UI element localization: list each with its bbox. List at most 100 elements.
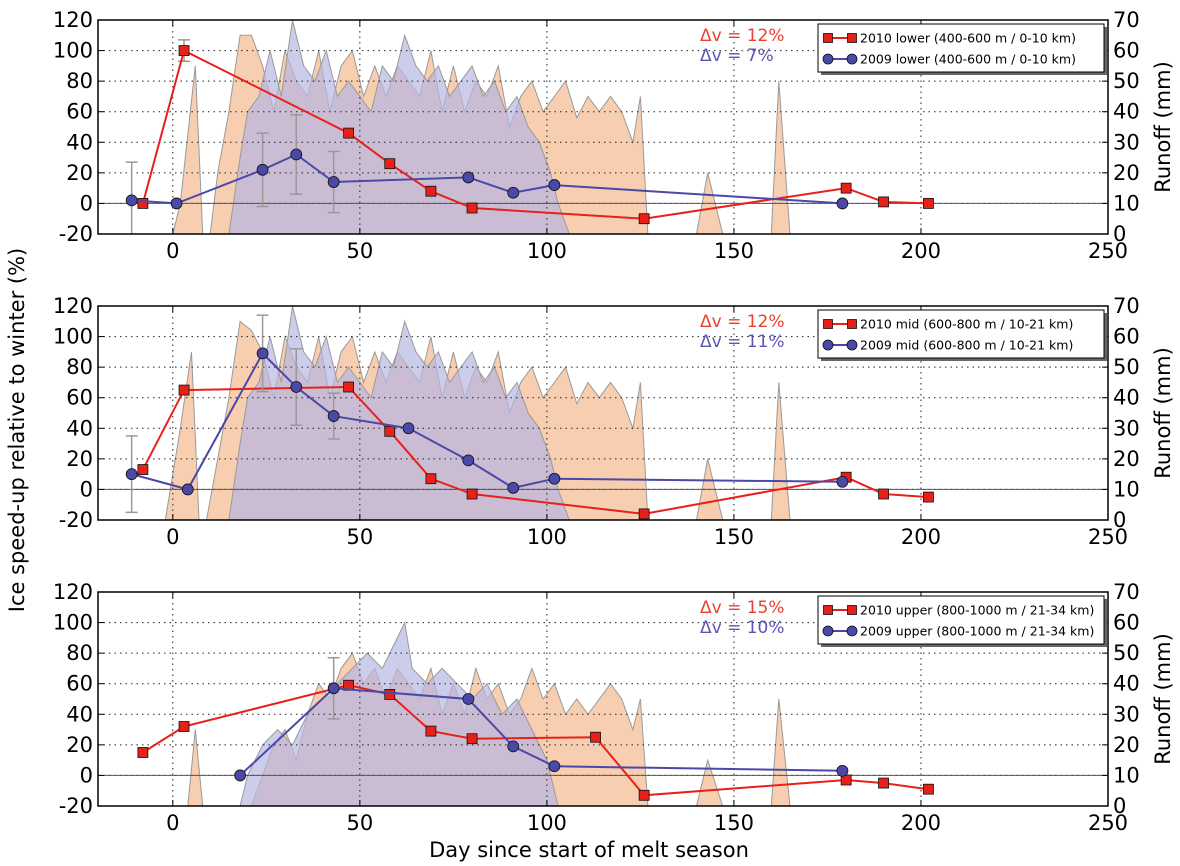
data-point-2010 [425, 473, 437, 485]
y2-tick-label: 10 [1113, 477, 1140, 501]
legend-marker-2010 [847, 319, 857, 329]
plot-frame [97, 591, 1109, 807]
data-point-2009 [507, 740, 520, 753]
y-tick-label: 20 [66, 161, 93, 185]
x-tick-label: 50 [346, 525, 373, 549]
y-tick-label: 60 [66, 672, 93, 696]
data-point-2010 [638, 213, 650, 225]
data-point-2010 [384, 689, 396, 700]
y2-tick-label: 70 [1113, 294, 1140, 318]
legend [817, 309, 1105, 359]
y2-axis-title: Runoff (mm) [1151, 347, 1175, 479]
y-tick-label: 100 [53, 611, 93, 635]
runoff-area-2009 [228, 20, 570, 234]
delta-v-annotation-2010: Δv = 12% [700, 312, 785, 332]
legend-label-2009: 2009 lower (400-600 m / 0-10 km) [860, 52, 1076, 67]
y-tick-label: 20 [66, 733, 93, 757]
data-point-2009 [462, 693, 475, 705]
data-point-2009 [507, 481, 520, 494]
x-tick-label: 50 [346, 811, 373, 835]
legend-marker-2009 [822, 53, 834, 65]
delta-v-annotation-2009: Δv = 11% [700, 332, 785, 352]
legend-marker-2009 [822, 339, 834, 351]
legend-label-2009: 2009 upper (800-1000 m / 21-34 km) [860, 624, 1094, 639]
y-axis-title: Ice speed-up relative to winter (%) [5, 248, 29, 612]
data-point-2009 [548, 472, 561, 485]
x-tick-label: 200 [901, 811, 941, 835]
y2-tick-label: 70 [1113, 8, 1140, 32]
chart-panel-mid: 0 50 100 150 200 250 -20 0 20 40 60 80 100 120 0 10 20 30… [53, 294, 1175, 549]
data-point-2010 [923, 491, 934, 503]
y2-tick-label: 40 [1113, 672, 1140, 696]
legend [817, 23, 1105, 73]
y-tick-label: 40 [66, 702, 93, 726]
data-point-2009 [462, 171, 475, 184]
y-tick-label: -20 [59, 794, 93, 818]
legend-label-2009: 2009 mid (600-800 m / 10-21 km) [860, 338, 1073, 353]
data-point-2009 [290, 148, 303, 161]
x-tick-label: 250 [1088, 811, 1128, 835]
data-point-2009 [327, 682, 340, 695]
x-tick-label: 150 [714, 525, 754, 549]
data-point-2010 [343, 381, 355, 393]
data-point-2010 [466, 202, 478, 214]
y2-tick-label: 60 [1113, 611, 1140, 635]
y-tick-label: 40 [66, 416, 93, 440]
data-point-2010 [878, 777, 889, 789]
y-tick-label: 120 [53, 8, 93, 32]
y-tick-label: -20 [59, 222, 93, 246]
x-tick-label: 250 [1088, 525, 1128, 549]
x-tick-label: 100 [527, 239, 567, 263]
data-point-2010 [137, 464, 149, 475]
y-tick-label: 100 [53, 325, 93, 349]
x-tick-label: 150 [714, 239, 754, 263]
data-point-2009 [290, 381, 303, 393]
data-point-2009 [402, 422, 415, 435]
y2-tick-label: 50 [1113, 69, 1140, 93]
y2-tick-label: 60 [1113, 325, 1140, 349]
y2-tick-label: 60 [1113, 39, 1140, 63]
legend-marker-2010 [847, 33, 857, 43]
legend-marker-2010 [823, 605, 833, 615]
legend-marker-2010 [823, 33, 833, 43]
x-tick-label: 200 [901, 525, 941, 549]
data-point-2009 [507, 186, 520, 199]
data-point-2009 [170, 197, 183, 210]
legend-marker-2010 [847, 605, 857, 615]
data-point-2009 [462, 454, 475, 467]
legend-marker-2009 [846, 625, 858, 637]
y2-axis-title: Runoff (mm) [1151, 61, 1175, 193]
delta-v-annotation-2009: Δv = 10% [700, 618, 785, 638]
y2-axis-title: Runoff (mm) [1151, 633, 1175, 765]
y2-tick-label: 0 [1113, 508, 1126, 532]
y2-tick-label: 10 [1113, 763, 1140, 787]
y2-tick-label: 70 [1113, 580, 1140, 604]
delta-v-annotation-2010: Δv = 15% [700, 598, 785, 618]
legend [817, 595, 1105, 645]
series-line-2010 [142, 385, 929, 515]
data-point-2009 [836, 197, 849, 210]
data-point-2010 [923, 198, 934, 209]
chart-panel-lower: 0 50 100 150 200 250 -20 0 20 40 60 80 100 120 0 10 20 30… [53, 8, 1175, 263]
series-line-2009 [239, 687, 843, 777]
data-point-2010 [840, 182, 852, 194]
x-tick-label: 150 [714, 811, 754, 835]
x-axis-title: Day since start of melt season [429, 838, 749, 862]
data-point-2010 [638, 508, 650, 520]
plot-frame [97, 19, 1109, 235]
y2-tick-label: 20 [1113, 733, 1140, 757]
delta-v-annotation-2009: Δv = 7% [700, 46, 774, 66]
data-point-2010 [343, 127, 355, 139]
y-tick-label: 0 [80, 477, 93, 501]
data-point-2010 [425, 725, 437, 737]
legend-marker-2010 [823, 319, 833, 329]
y-tick-label: 80 [66, 69, 93, 93]
legend-marker-2009 [846, 339, 858, 351]
legend-label-2010: 2010 mid (600-800 m / 10-21 km) [860, 317, 1073, 332]
y2-tick-label: 30 [1113, 416, 1140, 440]
y-tick-label: 20 [66, 447, 93, 471]
series-line-2009 [131, 351, 843, 491]
legend-label-2010: 2010 upper (800-1000 m / 21-34 km) [860, 603, 1094, 618]
data-point-2010 [178, 45, 190, 56]
